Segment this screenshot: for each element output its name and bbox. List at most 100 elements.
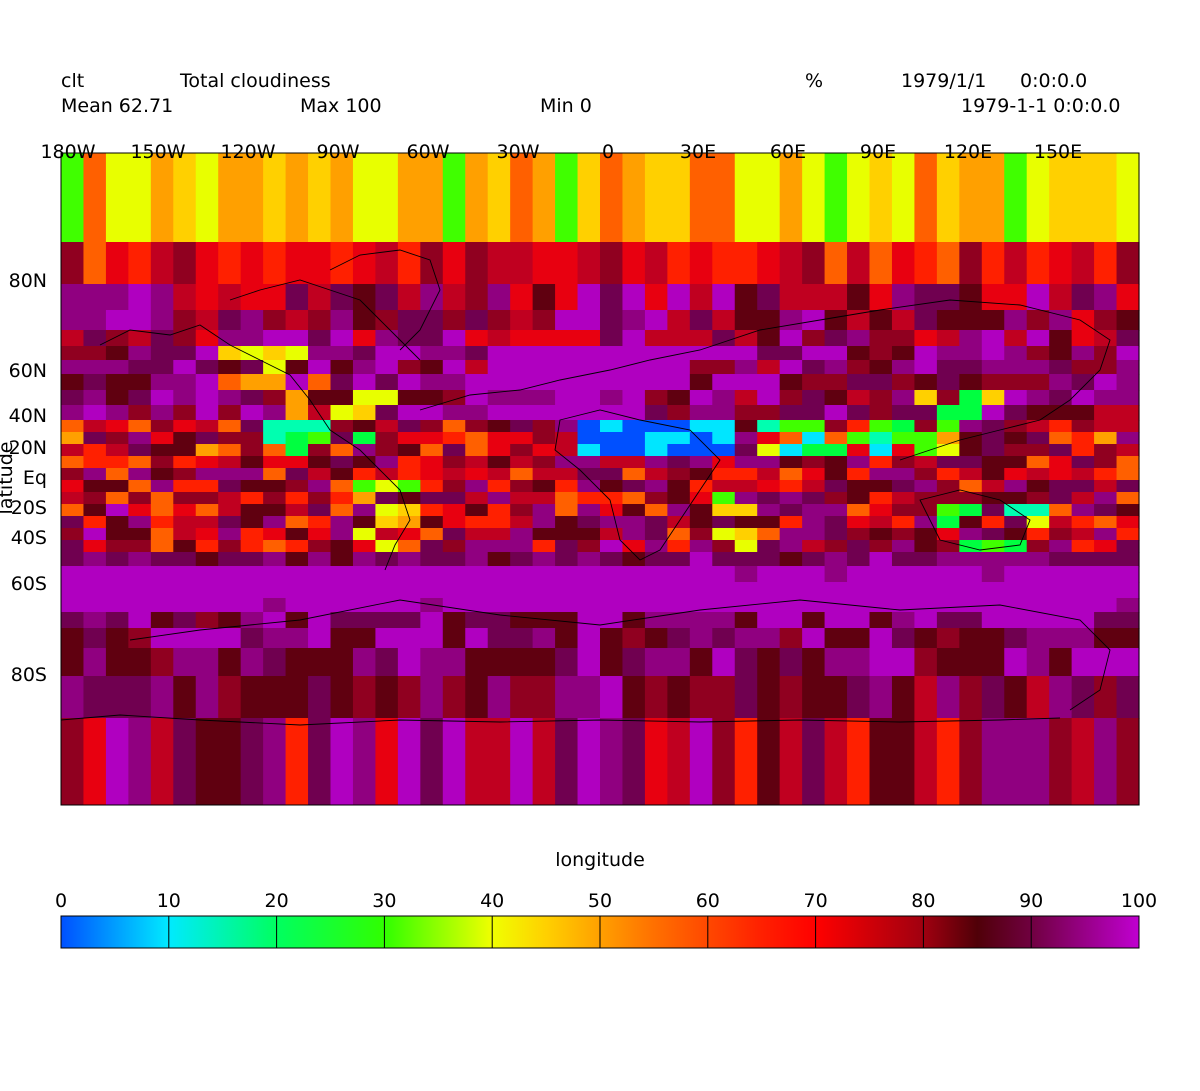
- heatmap-cell: [331, 374, 354, 391]
- heatmap-cell: [757, 612, 780, 629]
- heatmap-cell: [353, 330, 376, 347]
- heatmap-cell: [61, 310, 84, 331]
- heatmap-cell: [1049, 504, 1072, 517]
- heatmap-cell: [151, 284, 174, 311]
- heatmap-cell: [1027, 405, 1050, 421]
- heatmap-cell: [780, 648, 803, 677]
- heatmap-cell: [61, 456, 84, 469]
- heatmap-cell: [735, 552, 758, 567]
- heatmap-cell: [757, 676, 780, 719]
- heatmap-cell: [286, 284, 309, 311]
- heatmap-cell: [982, 405, 1005, 421]
- heatmap-cell: [1072, 153, 1095, 243]
- heatmap-cell: [735, 504, 758, 517]
- heatmap-cell: [802, 374, 825, 391]
- heatmap-cell: [937, 420, 960, 433]
- heatmap-cell: [443, 456, 466, 469]
- heatmap-cell: [510, 374, 533, 391]
- heatmap-cell: [443, 346, 466, 361]
- heatmap-cell: [488, 676, 511, 719]
- heatmap-cell: [578, 444, 601, 457]
- heatmap-cell: [353, 582, 376, 599]
- heatmap-cell: [578, 648, 601, 677]
- heatmap-cell: [757, 420, 780, 433]
- heatmap-cell: [151, 528, 174, 541]
- heatmap-cell: [780, 528, 803, 541]
- heatmap-cell: [667, 492, 690, 505]
- heatmap-cell: [667, 456, 690, 469]
- heatmap-cell: [106, 612, 129, 629]
- heatmap-cell: [870, 492, 893, 505]
- heatmap-cell: [780, 628, 803, 649]
- heatmap-cell: [712, 718, 735, 806]
- heatmap-cell: [128, 468, 151, 481]
- heatmap-cell: [847, 310, 870, 331]
- heatmap-cell: [106, 374, 129, 391]
- heatmap-cell: [128, 516, 151, 529]
- heatmap-cell: [61, 153, 84, 243]
- heatmap-cell: [667, 284, 690, 311]
- heatmap-cell: [1027, 612, 1050, 629]
- heatmap-cell: [420, 153, 443, 243]
- heatmap-cell: [263, 432, 286, 445]
- heatmap-cell: [690, 566, 713, 583]
- heatmap-cell: [308, 528, 331, 541]
- heatmap-cell: [443, 468, 466, 481]
- heatmap-cell: [1072, 468, 1095, 481]
- heatmap-cell: [106, 676, 129, 719]
- heatmap-cell: [600, 456, 623, 469]
- heatmap-cell: [151, 628, 174, 649]
- heatmap-cell: [286, 504, 309, 517]
- heatmap-cell: [600, 284, 623, 311]
- heatmap-cell: [173, 480, 196, 493]
- heatmap-cell: [1117, 153, 1140, 243]
- heatmap-cell: [802, 310, 825, 331]
- heatmap-cell: [83, 405, 106, 421]
- heatmap-cell: [106, 432, 129, 445]
- heatmap-cell: [83, 456, 106, 469]
- heatmap-cell: [375, 540, 398, 553]
- heatmap-cell: [667, 432, 690, 445]
- heatmap-cell: [1027, 582, 1050, 599]
- heatmap-cell: [1072, 598, 1095, 613]
- heatmap-cell: [1049, 598, 1072, 613]
- heatmap-cell: [398, 390, 421, 406]
- heatmap-cell: [286, 405, 309, 421]
- heatmap-cell: [667, 153, 690, 243]
- heatmap-cell: [61, 468, 84, 481]
- heatmap-cell: [173, 718, 196, 806]
- heatmap-cell: [106, 504, 129, 517]
- heatmap-cell: [914, 528, 937, 541]
- heatmap-cell: [757, 540, 780, 553]
- heatmap-cell: [555, 528, 578, 541]
- heatmap-cell: [914, 374, 937, 391]
- heatmap-cell: [825, 516, 848, 529]
- heatmap-cell: [173, 374, 196, 391]
- heatmap-cell: [892, 346, 915, 361]
- heatmap-cell: [870, 612, 893, 629]
- heatmap-cell: [982, 528, 1005, 541]
- heatmap-cell: [735, 374, 758, 391]
- heatmap-cell: [982, 456, 1005, 469]
- heatmap-cell: [196, 528, 219, 541]
- heatmap-cell: [578, 628, 601, 649]
- heatmap-cell: [959, 432, 982, 445]
- heatmap-cell: [667, 566, 690, 583]
- heatmap-cell: [1004, 566, 1027, 583]
- heatmap-cell: [712, 390, 735, 406]
- heatmap-cell: [780, 444, 803, 457]
- heatmap-cell: [1072, 390, 1095, 406]
- heatmap-cell: [780, 330, 803, 347]
- heatmap-cell: [1004, 648, 1027, 677]
- heatmap-cell: [892, 242, 915, 285]
- heatmap-cell: [735, 432, 758, 445]
- heatmap-cell: [353, 346, 376, 361]
- x-axis-label: longitude: [555, 849, 645, 871]
- heatmap-cell: [533, 516, 556, 529]
- heatmap-cell: [128, 432, 151, 445]
- heatmap-cell: [959, 718, 982, 806]
- heatmap-cell: [173, 390, 196, 406]
- heatmap-cell: [802, 612, 825, 629]
- heatmap-cell: [1072, 480, 1095, 493]
- heatmap-cell: [982, 648, 1005, 677]
